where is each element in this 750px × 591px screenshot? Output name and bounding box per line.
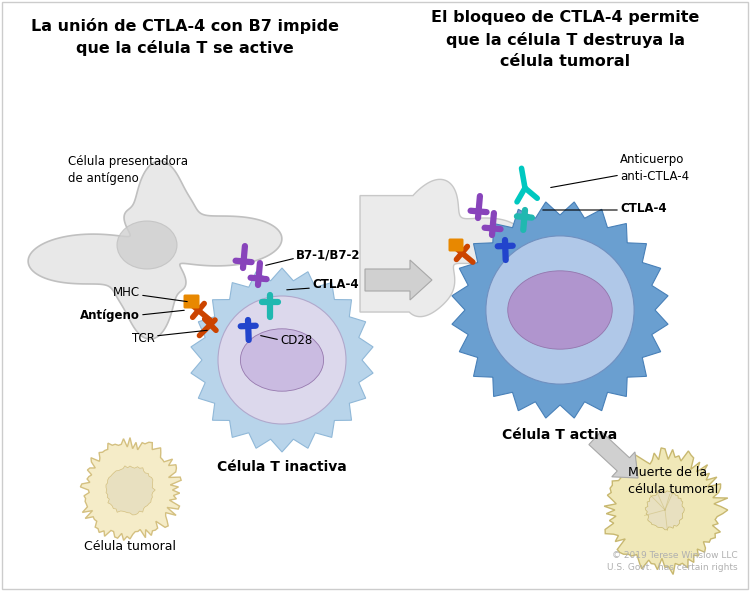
FancyBboxPatch shape bbox=[448, 239, 464, 252]
Polygon shape bbox=[191, 268, 373, 452]
Polygon shape bbox=[106, 466, 155, 515]
Polygon shape bbox=[645, 491, 684, 530]
Text: TCR: TCR bbox=[132, 332, 155, 345]
Ellipse shape bbox=[508, 271, 612, 349]
Text: Célula T activa: Célula T activa bbox=[503, 428, 618, 442]
FancyBboxPatch shape bbox=[184, 294, 200, 309]
FancyArrow shape bbox=[589, 431, 638, 478]
Text: Célula presentadora
de antígeno: Célula presentadora de antígeno bbox=[68, 155, 188, 185]
Polygon shape bbox=[360, 179, 523, 317]
Text: CD28: CD28 bbox=[280, 333, 312, 346]
Polygon shape bbox=[80, 437, 182, 540]
Text: Antígeno: Antígeno bbox=[80, 309, 140, 322]
Text: Célula tumoral: Célula tumoral bbox=[84, 540, 176, 553]
Circle shape bbox=[486, 236, 634, 384]
FancyArrow shape bbox=[365, 260, 432, 300]
Ellipse shape bbox=[241, 329, 323, 391]
Text: © 2019 Terese Winslow LLC
U.S. Govt.  has certain rights: © 2019 Terese Winslow LLC U.S. Govt. has… bbox=[608, 551, 738, 572]
Text: CTLA-4: CTLA-4 bbox=[620, 202, 667, 215]
Polygon shape bbox=[604, 448, 728, 574]
Text: La unión de CTLA-4 con B7 impide
que la célula T se active: La unión de CTLA-4 con B7 impide que la … bbox=[31, 18, 339, 57]
Polygon shape bbox=[452, 202, 668, 418]
Ellipse shape bbox=[117, 221, 177, 269]
Text: B7-1/B7-2: B7-1/B7-2 bbox=[296, 248, 361, 261]
Text: Anticuerpo
anti-CTLA-4: Anticuerpo anti-CTLA-4 bbox=[620, 153, 689, 183]
Text: CTLA-4: CTLA-4 bbox=[312, 278, 358, 291]
Circle shape bbox=[218, 296, 346, 424]
Text: MHC: MHC bbox=[112, 285, 140, 298]
Text: Muerte de la
célula tumoral: Muerte de la célula tumoral bbox=[628, 466, 718, 496]
Text: El bloqueo de CTLA-4 permite
que la célula T destruya la
célula tumoral: El bloqueo de CTLA-4 permite que la célu… bbox=[430, 10, 699, 69]
Text: Célula T inactiva: Célula T inactiva bbox=[217, 460, 346, 474]
Polygon shape bbox=[28, 161, 282, 339]
